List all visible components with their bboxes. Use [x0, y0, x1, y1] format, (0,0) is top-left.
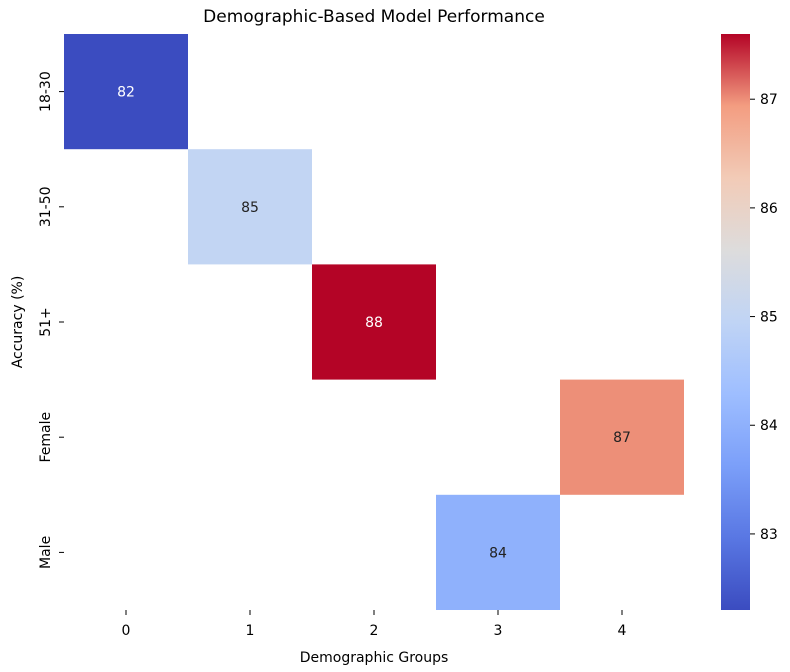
cell-value-label: 85: [241, 200, 259, 216]
colorbar-tick-label: 83: [760, 527, 778, 543]
cell-value-label: 84: [489, 545, 507, 561]
x-axis-ticks: 0 1 2 3 4: [122, 610, 627, 639]
cell-value-label: 82: [117, 85, 135, 101]
colorbar-tick-label: 87: [760, 92, 778, 108]
y-tick-label: Male: [38, 536, 54, 569]
colorbar-tick-label: 85: [760, 310, 778, 326]
y-tick-label: 18-30: [38, 71, 54, 112]
heatmap-cell: [560, 379, 684, 495]
heatmap-cell: [436, 494, 560, 610]
y-tick-label: 31-50: [38, 186, 54, 227]
heatmap-cell: [188, 149, 312, 265]
heatmap-cell: [64, 34, 188, 150]
chart-title: Demographic-Based Model Performance: [203, 7, 545, 27]
heatmap-cell: [312, 264, 436, 380]
y-axis-label: Accuracy (%): [10, 276, 26, 369]
y-axis-ticks: 18-30 31-50 51+ Female Male: [38, 71, 64, 569]
heatmap-cells: 82 85 88 87 84: [64, 34, 684, 610]
colorbar-tick-label: 84: [760, 418, 778, 434]
cell-value-label: 87: [613, 430, 631, 446]
cell-value-label: 88: [365, 315, 383, 331]
x-tick-label: 0: [122, 623, 131, 639]
y-tick-label: 51+: [38, 307, 54, 337]
y-tick-label: Female: [38, 412, 54, 463]
colorbar: [721, 34, 750, 610]
x-axis-label: Demographic Groups: [300, 650, 449, 666]
colorbar-ticks: 83 84 85 86 87: [750, 92, 778, 543]
x-tick-label: 4: [618, 623, 627, 639]
x-tick-label: 2: [370, 623, 379, 639]
x-tick-label: 1: [246, 623, 255, 639]
colorbar-tick-label: 86: [760, 201, 778, 217]
x-tick-label: 3: [494, 623, 503, 639]
